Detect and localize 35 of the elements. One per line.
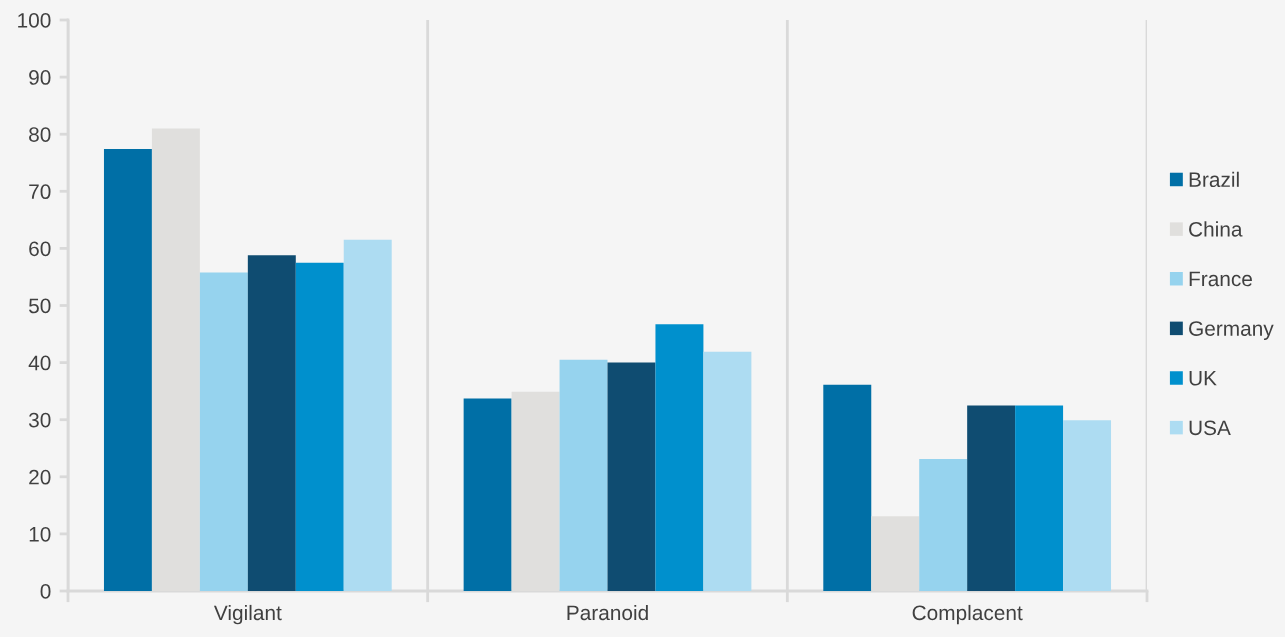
- x-tick-label: Vigilant: [213, 604, 282, 625]
- bar: [823, 384, 872, 591]
- y-tick-label: 100: [18, 13, 51, 28]
- bar: [295, 262, 344, 591]
- y-tick-label: 10: [29, 526, 51, 542]
- bar: [559, 359, 608, 591]
- bar: [703, 351, 752, 591]
- y-tick-label: 60: [29, 241, 51, 257]
- bar: [199, 272, 248, 591]
- legend-label: USA: [1189, 420, 1231, 436]
- bar: [607, 362, 656, 591]
- bar: [343, 239, 392, 591]
- legend-label: UK: [1189, 371, 1217, 386]
- x-tick-label: Complacent: [912, 604, 1023, 625]
- x-tick-label: Paranoid: [567, 604, 648, 621]
- legend-label: France: [1189, 271, 1252, 287]
- y-tick-label: 30: [28, 412, 51, 428]
- bar: [919, 459, 968, 591]
- bar: [247, 255, 296, 591]
- bar: [1063, 420, 1112, 591]
- y-tick-label: 0: [40, 584, 51, 599]
- bar: [463, 398, 512, 591]
- legend-label: Brazil: [1189, 171, 1239, 188]
- y-tick-label: 20: [29, 469, 51, 485]
- bar: [1015, 405, 1064, 591]
- y-tick-label: 70: [29, 184, 51, 200]
- bar: [655, 324, 704, 591]
- bar: [967, 405, 1016, 591]
- y-tick-label: 90: [29, 70, 51, 85]
- bar: [103, 149, 152, 591]
- legend-label: China: [1189, 221, 1243, 237]
- y-tick-label: 80: [29, 127, 51, 142]
- y-tick-label: 50: [29, 298, 51, 314]
- y-tick-label: 40: [28, 355, 51, 371]
- legend-label: Germany: [1189, 321, 1274, 341]
